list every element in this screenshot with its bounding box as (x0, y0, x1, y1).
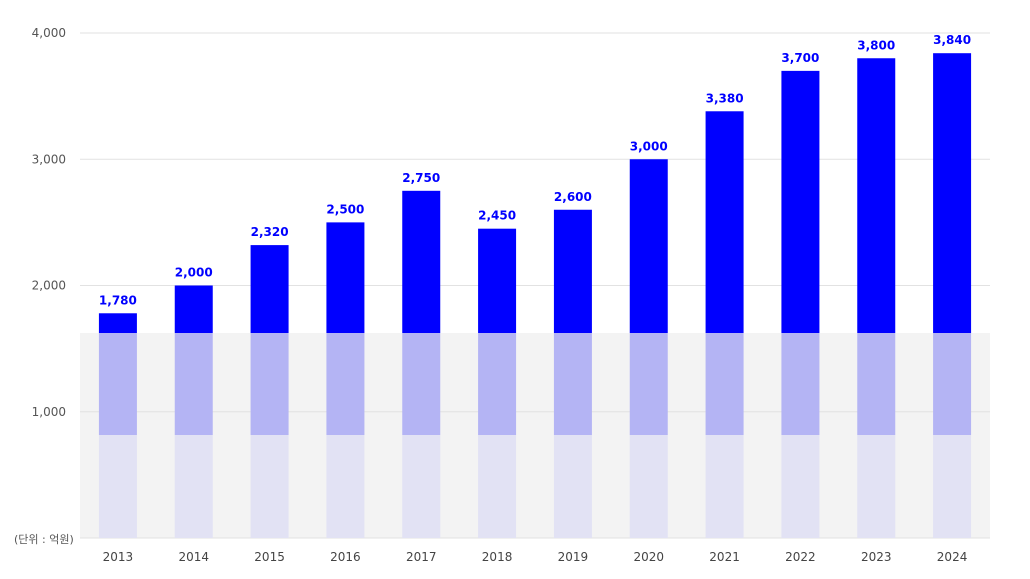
bar-segment-top (250, 245, 289, 333)
bar (326, 222, 365, 538)
bar (933, 53, 972, 538)
x-tick-label: 2022 (785, 550, 816, 564)
bar-segment-middle (553, 333, 592, 435)
bar-segment-middle (402, 333, 441, 435)
data-label: 2,000 (175, 266, 213, 280)
bar-segment-bottom (478, 435, 517, 538)
data-label: 3,000 (630, 139, 668, 153)
bar-segment-top (478, 228, 517, 333)
plot-background-band (80, 333, 990, 538)
y-tick-label: 3,000 (32, 152, 66, 166)
bar-segment-bottom (402, 435, 441, 538)
y-axis: 1,000 2,000 3,000 4,000 (32, 26, 66, 419)
bar-segment-top (98, 313, 137, 333)
y-tick-label: 2,000 (32, 279, 66, 293)
bar-segment-top (705, 111, 744, 334)
unit-label: (단위 : 억원) (14, 533, 74, 546)
x-tick-label: 2015 (254, 550, 285, 564)
bar-segment-bottom (553, 435, 592, 538)
x-tick-label: 2020 (633, 550, 664, 564)
data-labels: 1,780 2,000 2,320 2,500 2,750 2,450 2,600 3,000… (99, 33, 971, 307)
bar (629, 159, 668, 538)
bar (705, 111, 744, 538)
bar (402, 190, 441, 538)
bar-segment-top (553, 209, 592, 333)
bar-segment-bottom (705, 435, 744, 538)
bar-segment-middle (478, 333, 517, 435)
bar-segment-middle (629, 333, 668, 435)
bar (781, 70, 820, 538)
x-tick-label: 2014 (178, 550, 209, 564)
x-tick-label: 2017 (406, 550, 437, 564)
x-tick-label: 2019 (558, 550, 589, 564)
gridlines (80, 32, 990, 539)
bar (553, 209, 592, 538)
data-label: 2,320 (251, 225, 289, 239)
x-tick-label: 2013 (103, 550, 134, 564)
bar (98, 313, 137, 538)
bar (857, 58, 896, 538)
bar-segment-bottom (629, 435, 668, 538)
bar-segment-middle (705, 333, 744, 435)
data-label: 3,840 (933, 33, 971, 47)
data-label: 3,380 (706, 91, 744, 105)
bar-segment-middle (98, 333, 137, 435)
data-label: 2,450 (478, 209, 516, 223)
bar-segment-top (174, 285, 213, 333)
bar-segment-bottom (933, 435, 972, 538)
bar-segment-middle (326, 333, 365, 435)
bar-segment-middle (781, 333, 820, 435)
bar-segment-top (781, 70, 820, 333)
bar-segment-top (933, 53, 972, 333)
x-tick-label: 2023 (861, 550, 892, 564)
bar-segment-bottom (98, 435, 137, 538)
bars (98, 53, 972, 538)
y-tick-label: 1,000 (32, 405, 66, 419)
bar-segment-middle (250, 333, 289, 435)
bar (174, 285, 213, 538)
bar-segment-bottom (857, 435, 896, 538)
bar-segment-middle (174, 333, 213, 435)
data-label: 2,600 (554, 190, 592, 204)
bar-segment-top (857, 58, 896, 333)
y-tick-label: 4,000 (32, 26, 66, 40)
bar-segment-top (629, 159, 668, 333)
bar (250, 245, 289, 538)
x-tick-label: 2021 (709, 550, 740, 564)
data-label: 3,700 (781, 51, 819, 65)
data-label: 2,750 (402, 171, 440, 185)
bar-segment-middle (857, 333, 896, 435)
bar (478, 228, 517, 538)
bar-segment-bottom (781, 435, 820, 538)
data-label: 1,780 (99, 293, 137, 307)
bar-segment-bottom (326, 435, 365, 538)
x-tick-label: 2024 (937, 550, 968, 564)
bar-segment-middle (933, 333, 972, 435)
bar-segment-bottom (174, 435, 213, 538)
bar-segment-bottom (250, 435, 289, 538)
data-label: 2,500 (326, 202, 364, 216)
bar-segment-top (402, 190, 441, 333)
bar-segment-top (326, 222, 365, 333)
data-label: 3,800 (857, 38, 895, 52)
x-tick-label: 2018 (482, 550, 513, 564)
x-axis: 2013 2014 2015 2016 2017 2018 2019 2020 2021 2022… (103, 550, 968, 564)
x-tick-label: 2016 (330, 550, 361, 564)
